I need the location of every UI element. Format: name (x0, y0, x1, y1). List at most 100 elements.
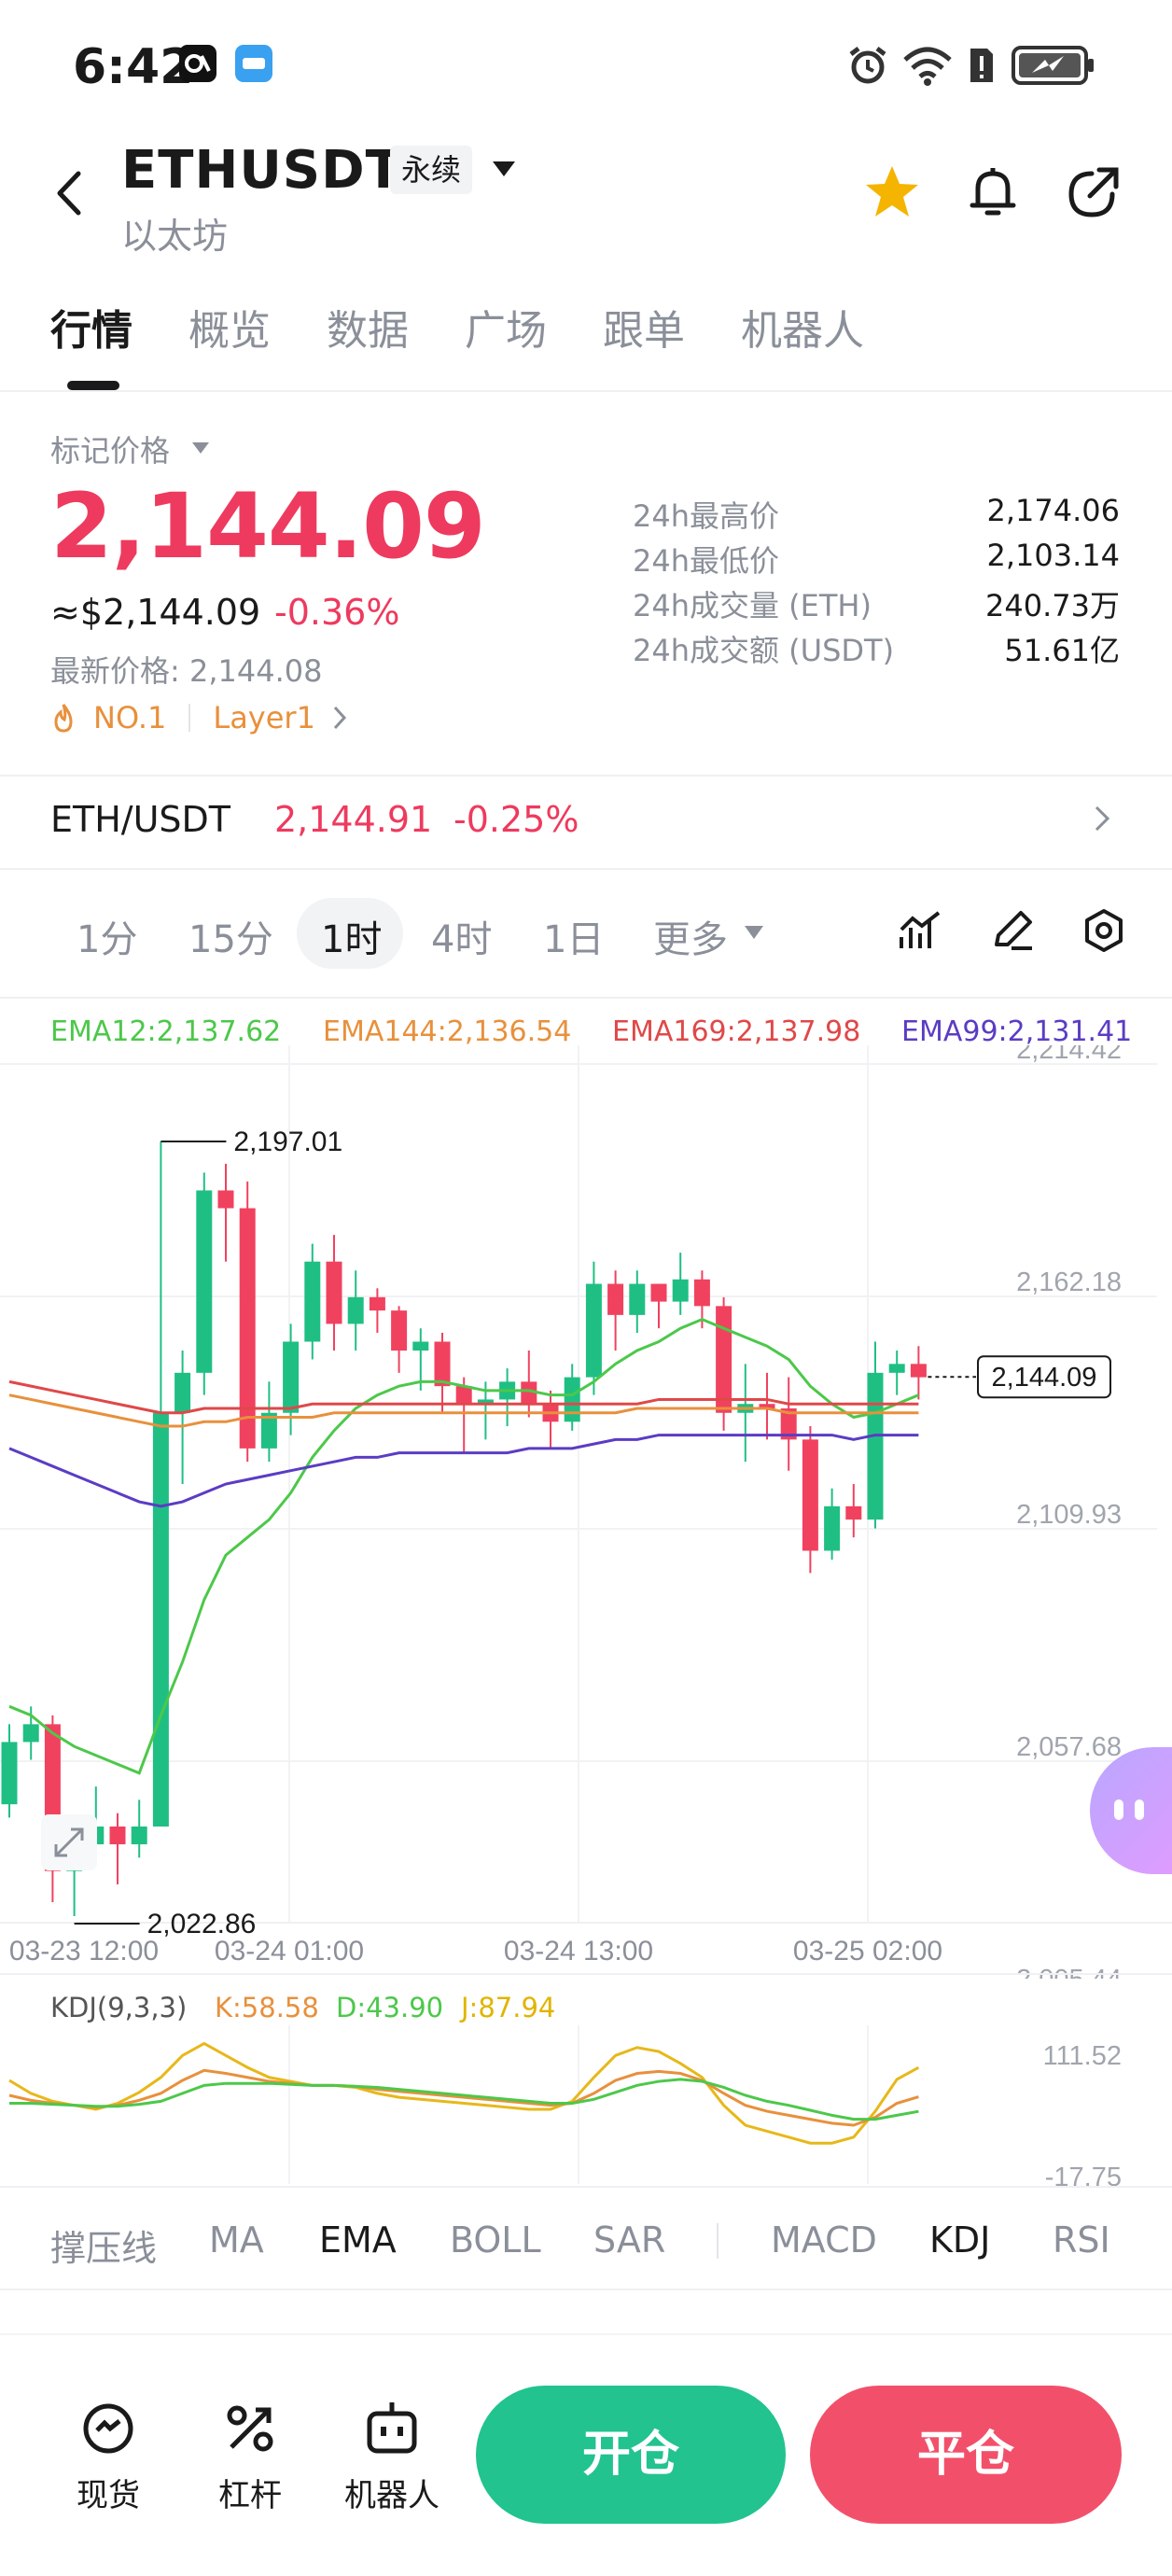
sim-alert-icon (970, 49, 993, 82)
status-time: 6:42 (73, 39, 194, 95)
candle-body (693, 1279, 710, 1307)
stat-label-low: 24h最低价 (633, 543, 780, 579)
share-icon[interactable] (1062, 161, 1125, 224)
kdj-grid (288, 2025, 869, 2184)
kdj-chart[interactable]: 111.52 -17.75 (0, 2025, 1172, 2190)
indicator-boll[interactable]: BOLL (450, 2219, 541, 2261)
candle-body (239, 1208, 256, 1449)
kdj-axis-label: 111.52 (1043, 2041, 1122, 2071)
ema99-legend: EMA99:2,131.41 (901, 1015, 1133, 1048)
interval-1d[interactable]: 1日 (543, 918, 605, 961)
more-dropdown-icon[interactable] (743, 924, 765, 941)
interval-15m[interactable]: 15分 (188, 918, 273, 961)
spot-label[interactable]: 现货 (77, 2477, 140, 2514)
candlestick-chart[interactable]: 2,214.42 2,162.18 2,109.93 2,057.68 2,005.44… (0, 1045, 1172, 1979)
leverage-label[interactable]: 杠杆 (218, 2477, 282, 2514)
time-axis-label: 03-23 12:00 (9, 1936, 159, 1967)
kdj-label: KDJ(9,3,3) (50, 1992, 188, 2023)
kdj-k-line (8, 2068, 919, 2127)
spot-icon[interactable] (78, 2399, 138, 2458)
candle-body (217, 1190, 234, 1209)
draw-tool-icon[interactable] (989, 907, 1036, 954)
indicator-sar[interactable]: SAR (593, 2219, 666, 2261)
candle-body (109, 1826, 126, 1845)
interval-more[interactable]: 更多 (653, 918, 728, 961)
robot-label[interactable]: 机器人 (344, 2477, 440, 2514)
ema-line-ema169 (8, 1379, 919, 1415)
back-button[interactable] (37, 161, 103, 226)
candle-body (391, 1310, 408, 1351)
chart-settings-icon[interactable] (1081, 907, 1127, 954)
bottom-bar-divider (0, 2333, 1172, 2335)
leverage-icon[interactable] (220, 2399, 280, 2458)
robot-icon[interactable] (362, 2399, 422, 2458)
indicator-ma[interactable]: MA (209, 2219, 264, 2261)
interval-1h[interactable]: 1时 (321, 918, 383, 961)
fullscreen-button[interactable] (41, 1814, 97, 1870)
symbol-dropdown-icon[interactable] (491, 159, 517, 179)
open-position-button[interactable]: 开仓 (476, 2386, 786, 2524)
app-notification-icon (179, 45, 216, 82)
indicator-kdj[interactable]: KDJ (929, 2219, 991, 2261)
favorite-star-icon[interactable] (860, 161, 924, 224)
candle-body (759, 1404, 775, 1408)
candle-body (672, 1279, 689, 1302)
time-axis-label: 03-24 01:00 (215, 1936, 364, 1967)
kdj-k-value: K:58.58 (215, 1992, 319, 2023)
contract-type-badge[interactable]: 永续 (390, 146, 473, 194)
candle-body (304, 1261, 321, 1342)
time-axis-label: 03-25 02:00 (793, 1936, 942, 1967)
wifi-icon (903, 47, 952, 86)
battery-charging-icon (1012, 46, 1094, 85)
rank-label: NO.1 (93, 700, 167, 735)
chevron-right-icon[interactable] (1094, 805, 1110, 833)
high-price-marker: 2,197.01 (233, 1127, 342, 1157)
price-change-percent: -0.36% (274, 592, 400, 633)
stat-label-turnover: 24h成交额 (USDT) (633, 633, 895, 668)
tab-overview[interactable]: 概览 (188, 307, 271, 355)
price-type-dropdown-icon[interactable] (190, 441, 211, 455)
candle-body (22, 1724, 39, 1743)
assistant-bubble[interactable] (1090, 1747, 1172, 1874)
indicator-ema[interactable]: EMA (319, 2219, 397, 2261)
candle-body (260, 1412, 277, 1449)
tab-copy-trading[interactable]: 跟单 (603, 307, 685, 355)
spot-divider-top (0, 775, 1172, 777)
rank-tag-row[interactable]: NO.1 Layer1 (50, 700, 347, 735)
ema144-legend: EMA144:2,136.54 (323, 1015, 572, 1048)
category-tag[interactable]: Layer1 (213, 700, 315, 735)
candle-body (131, 1826, 147, 1845)
rank-divider (188, 704, 191, 732)
tab-square[interactable]: 广场 (465, 307, 547, 355)
indicator-macd[interactable]: MACD (771, 2219, 877, 2261)
interval-1m[interactable]: 1分 (77, 918, 138, 961)
mark-price: 2,144.09 (50, 474, 486, 579)
spot-price: 2,144.91 (274, 799, 433, 840)
asset-name: 以太坊 (121, 216, 229, 257)
tab-market[interactable]: 行情 (50, 307, 133, 355)
spot-pair: ETH/USDT (50, 799, 231, 840)
candle-body (455, 1386, 472, 1405)
candle-body (434, 1341, 451, 1387)
candle-body (326, 1261, 342, 1324)
symbol-title[interactable]: ETHUSDT (121, 140, 402, 201)
indicator-support-resistance[interactable]: 撑压线 (50, 2228, 158, 2269)
candle-body (585, 1283, 602, 1378)
candle-body (888, 1364, 905, 1373)
candle-body (716, 1306, 732, 1413)
chevron-right-icon (333, 706, 346, 730)
candle-body (629, 1283, 646, 1315)
mark-price-label[interactable]: 标记价格 (50, 433, 171, 469)
interval-4h[interactable]: 4时 (431, 918, 493, 961)
price-alert-bell-icon[interactable] (961, 161, 1025, 224)
indicator-settings-icon[interactable] (898, 909, 942, 954)
candle-body (412, 1341, 429, 1351)
tab-data[interactable]: 数据 (327, 307, 409, 355)
tab-bot[interactable]: 机器人 (741, 307, 864, 355)
kdj-divider (0, 1973, 1172, 1975)
indicator-rsi[interactable]: RSI (1053, 2219, 1110, 2261)
close-position-button[interactable]: 平仓 (810, 2386, 1122, 2524)
price-axis-label: 2,057.68 (1016, 1732, 1122, 1762)
stat-label-high: 24h最高价 (633, 498, 780, 534)
stat-value-turnover: 51.61亿 (1004, 633, 1120, 668)
